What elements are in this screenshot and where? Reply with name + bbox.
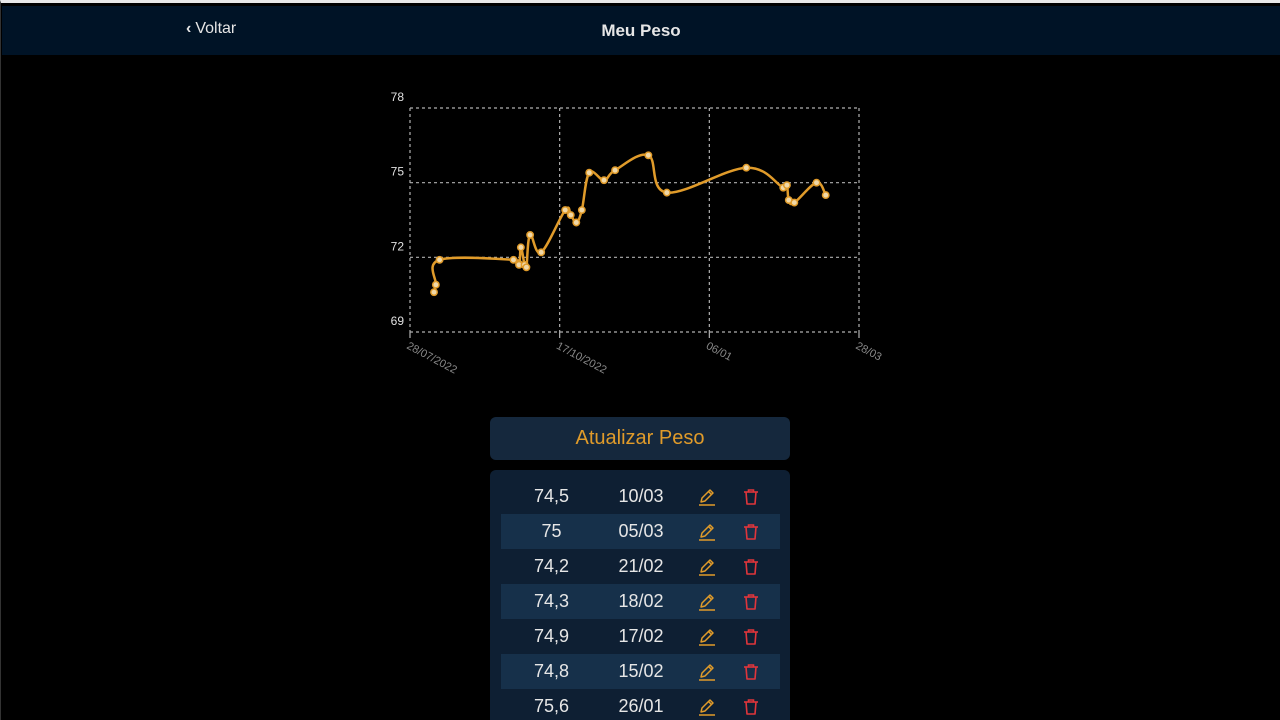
weight-value: 74,5 [533, 486, 570, 506]
weight-history-list: 74,5 10/03 75 05/03 74,2 21/02 74,3 18/02 74,9 17… [490, 470, 790, 720]
data-point [662, 188, 671, 197]
list-item: 74,8 15/02 [501, 654, 780, 689]
data-point [572, 218, 581, 227]
back-label: Voltar [195, 20, 237, 37]
data-point [526, 230, 535, 239]
y-tick-label: 72 [391, 239, 405, 253]
data-point [821, 191, 830, 200]
entry-date: 05/03 [618, 521, 664, 541]
data-point [431, 280, 440, 289]
list-item: 74,9 17/02 [501, 619, 780, 654]
page-title: Meu Peso [601, 21, 681, 40]
data-point [435, 255, 444, 264]
data-point [812, 178, 821, 187]
pencil-icon[interactable] [697, 697, 717, 717]
entry-date: 17/02 [618, 626, 664, 646]
chevron-left-icon: ‹ [186, 20, 192, 37]
data-point [566, 211, 575, 219]
data-point [600, 176, 608, 185]
weight-value: 74,8 [533, 661, 570, 681]
data-point [611, 166, 620, 175]
weight-value: 74,3 [533, 591, 570, 611]
weight-value: 74,9 [533, 626, 570, 646]
trash-icon[interactable] [741, 522, 761, 542]
y-tick-label: 78 [391, 90, 405, 104]
trash-icon[interactable] [741, 592, 761, 612]
list-item: 74,3 18/02 [501, 584, 780, 619]
list-item: 75,6 26/01 [501, 689, 780, 720]
data-point [585, 168, 594, 177]
entry-date: 21/02 [618, 556, 664, 576]
header-bar: ‹ Voltar Meu Peso [2, 6, 1280, 55]
data-point [430, 288, 438, 297]
weight-chart: 69 72 75 78 28/07/2022 17/10/2022 06/01 28/03 [391, 90, 884, 376]
entry-date: 18/02 [618, 591, 664, 611]
trash-icon[interactable] [741, 627, 761, 647]
trash-icon[interactable] [741, 557, 761, 577]
data-point [790, 198, 799, 207]
list-item: 75 05/03 [501, 514, 780, 549]
data-point [537, 248, 546, 257]
entry-date: 10/03 [618, 486, 664, 506]
x-tick-label: 28/03 [854, 340, 884, 364]
data-point [516, 243, 525, 252]
y-tick-label: 75 [391, 165, 405, 179]
weight-value: 74,2 [533, 556, 570, 576]
list-item: 74,5 10/03 [501, 479, 780, 514]
pencil-icon[interactable] [697, 662, 717, 682]
pencil-icon[interactable] [697, 487, 717, 507]
list-item: 74,2 21/02 [501, 549, 780, 584]
data-point [742, 163, 751, 172]
data-point [561, 206, 570, 214]
back-button[interactable]: ‹ Voltar [186, 20, 236, 38]
entry-date: 26/01 [618, 696, 664, 716]
data-point [509, 255, 518, 264]
trash-icon[interactable] [741, 487, 761, 507]
weight-value: 75 [541, 521, 562, 541]
weight-value: 75,6 [533, 696, 570, 716]
trash-icon[interactable] [741, 697, 761, 717]
pencil-icon[interactable] [697, 557, 717, 577]
pencil-icon[interactable] [697, 627, 717, 647]
trash-icon[interactable] [741, 662, 761, 682]
x-tick-label: 28/07/2022 [405, 340, 459, 376]
data-point [644, 151, 653, 160]
data-point [782, 181, 791, 190]
pencil-icon[interactable] [697, 522, 717, 542]
x-tick-label: 06/01 [704, 340, 734, 364]
update-weight-button[interactable]: Atualizar Peso [490, 417, 790, 460]
y-tick-label: 69 [391, 314, 405, 328]
data-point [577, 206, 586, 214]
pencil-icon[interactable] [697, 592, 717, 612]
data-point [522, 263, 531, 272]
series-line [431, 153, 827, 293]
entry-date: 15/02 [618, 661, 664, 681]
x-tick-label: 17/10/2022 [554, 340, 608, 376]
